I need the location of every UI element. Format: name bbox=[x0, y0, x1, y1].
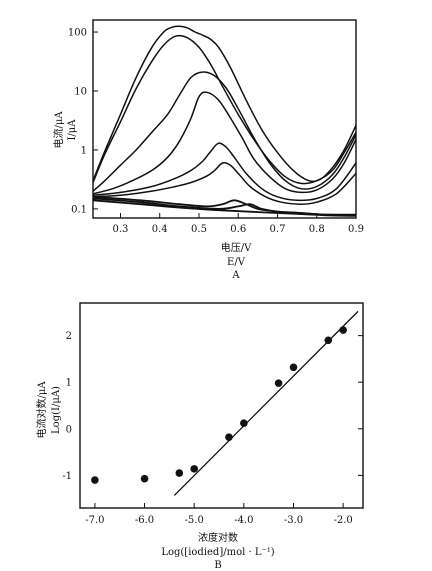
panel-b-data-point bbox=[91, 476, 99, 484]
panel-a-curves bbox=[92, 25, 357, 217]
panel-a-frame bbox=[92, 19, 357, 219]
panel-b-x-ticks: -7.0 -6.0 -5.0 -4.0 -3.0 -2.0 bbox=[85, 503, 353, 526]
panel-b-data-point bbox=[324, 336, 333, 345]
panel-b-x-label-line1: 浓度对数 bbox=[198, 531, 238, 544]
panel-a-x-tick-label: 0.9 bbox=[348, 224, 364, 235]
panel-b-data-point bbox=[240, 419, 248, 428]
panel-b-data-point bbox=[175, 469, 184, 477]
panel-b-data-point bbox=[274, 379, 283, 387]
panel-b-x-tick-label: -7.0 bbox=[85, 515, 104, 526]
panel-a-x-tick-label: 0.8 bbox=[309, 224, 325, 235]
panel-b-data-point bbox=[339, 326, 347, 334]
panel-b-points bbox=[91, 326, 347, 484]
panel-b-x-tick-label: -6.0 bbox=[135, 515, 154, 526]
panel-a-curve-9 bbox=[92, 199, 357, 217]
panel-b-data-point bbox=[140, 474, 149, 483]
panel-a-curve-8 bbox=[92, 197, 357, 217]
panel-a-curve-4 bbox=[92, 91, 357, 195]
panel-b-data-point bbox=[225, 433, 233, 441]
panel-b: -1 0 1 2 -7.0 -6.0 -5.0 -4.0 -3.0 -2.0 电流对数/μA L… bbox=[35, 302, 364, 571]
panel-a-curve-2 bbox=[92, 34, 357, 185]
panel-b-data-point bbox=[289, 363, 298, 372]
panel-b-y-tick-label: 0 bbox=[66, 424, 72, 435]
panel-a-y-label-line2: I/μA bbox=[67, 119, 78, 141]
panel-a-y-label-line1: 电流/μA bbox=[52, 111, 65, 149]
panel-b-y-tick-label: 2 bbox=[66, 331, 72, 342]
panel-b-label: B bbox=[214, 560, 221, 571]
panel-a-y-tick-label: 1 bbox=[81, 145, 87, 156]
panel-a-curve-5 bbox=[92, 142, 357, 202]
panel-b-y-label-line2: Log(I/μA) bbox=[51, 386, 62, 434]
panel-a-x-label-line2: E/V bbox=[227, 257, 246, 268]
panel-b-x-tick-label: -3.0 bbox=[284, 515, 303, 526]
panel-b-x-tick-label: -2.0 bbox=[333, 515, 352, 526]
panel-a-y-tick-label: 100 bbox=[68, 28, 87, 39]
panel-b-y-tick-label: 1 bbox=[66, 378, 72, 389]
panel-a-y-ticks: 0.1 1 10 100 bbox=[68, 28, 98, 215]
panel-a-x-tick-label: 0.6 bbox=[230, 224, 246, 235]
panel-b-x-label-line2: Log([iodied]/mol · L⁻¹) bbox=[161, 547, 274, 558]
panel-a-x-tick-label: 0.4 bbox=[152, 224, 168, 235]
panel-a-curve-6 bbox=[92, 161, 357, 205]
panel-a-curve-1 bbox=[92, 25, 357, 183]
panel-b-x-tick-label: -4.0 bbox=[234, 515, 253, 526]
panel-a-y-tick-label: 0.1 bbox=[71, 204, 87, 215]
panel-b-data-point bbox=[190, 465, 198, 473]
panel-b-x-tick-label: -5.0 bbox=[185, 515, 204, 526]
panel-a-label: A bbox=[231, 270, 240, 281]
panel-a-x-tick-label: 0.7 bbox=[270, 224, 286, 235]
panel-b-y-tick-label: -1 bbox=[62, 471, 72, 482]
panel-a-x-label-line1: 电压/V bbox=[221, 241, 252, 254]
panel-a-curve-3 bbox=[92, 71, 357, 192]
panel-a-x-tick-label: 0.5 bbox=[191, 224, 207, 235]
panel-a-x-ticks: 0.3 0.4 0.5 0.6 0.7 0.8 0.9 bbox=[113, 213, 364, 235]
panel-a-x-tick-label: 0.3 bbox=[113, 224, 129, 235]
panel-a: 0.1 1 10 100 0.3 0.4 0.5 0.6 0.7 0.8 0.9 电流/μA I/… bbox=[52, 19, 364, 281]
panel-a-y-tick-label: 10 bbox=[74, 86, 87, 97]
panel-a-curve-7 bbox=[92, 195, 357, 216]
panel-b-frame bbox=[79, 302, 364, 509]
panel-b-y-ticks: -1 0 1 2 bbox=[62, 331, 363, 482]
panel-b-y-label-line1: 电流对数/μA bbox=[35, 381, 48, 439]
